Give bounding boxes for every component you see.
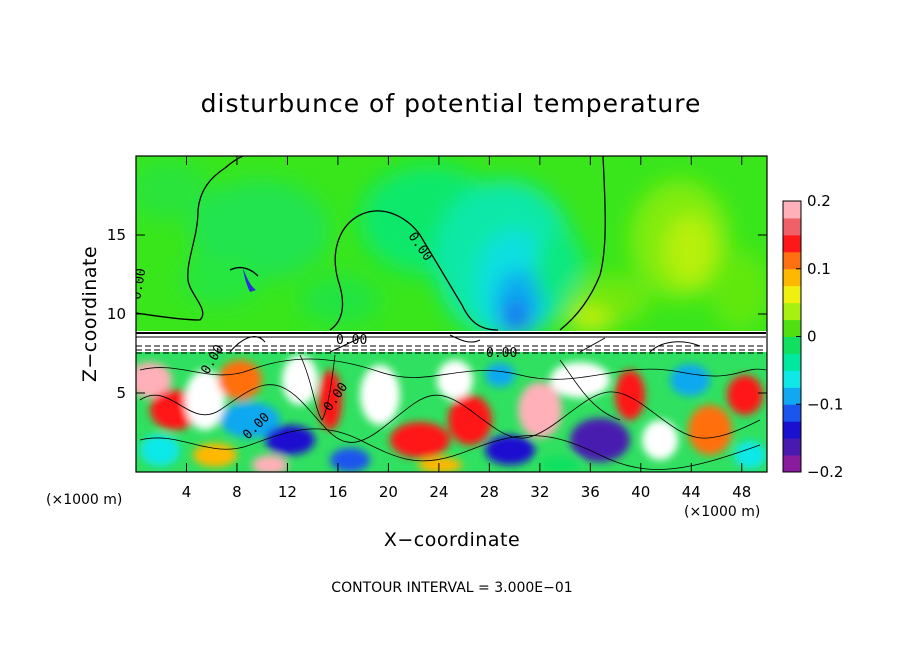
y-axis: 5 10 15	[107, 226, 767, 402]
colorbar-label: 0	[807, 328, 817, 346]
chart-title: disturbunce of potential temperature	[201, 89, 702, 118]
colorbar-swatch	[783, 217, 801, 236]
contour-label: 0.00	[486, 346, 517, 361]
lower-field	[136, 352, 767, 472]
colorbar-swatch	[783, 387, 801, 405]
colorbar-swatch	[783, 438, 801, 456]
blue-spike	[243, 268, 256, 292]
x-tick-label: 12	[278, 483, 297, 501]
y-tick-label: 5	[116, 384, 126, 402]
contour-interval: CONTOUR INTERVAL = 3.000E−01	[331, 580, 572, 596]
x-unit-left: (×1000 m)	[46, 492, 122, 508]
x-tick-label: 36	[581, 483, 600, 501]
colorbar-swatch	[783, 404, 801, 422]
x-tick-label: 28	[480, 483, 499, 501]
colorbar-swatch	[783, 302, 801, 321]
x-axis: 4 8 12 16 20 24 28 32 36 40 44 48	[182, 156, 751, 501]
x-tick-label: 32	[530, 483, 549, 501]
colorbar-swatch	[783, 421, 801, 439]
x-tick-label: 4	[182, 483, 192, 501]
y-axis-label: Z−coordinate	[79, 246, 101, 382]
x-tick-label: 44	[682, 483, 701, 501]
y-tick-label: 15	[107, 226, 126, 244]
colorbar-swatch	[783, 268, 801, 287]
x-unit-right: (×1000 m)	[684, 504, 760, 520]
upper-field	[136, 160, 767, 340]
colorbar-label: 0.1	[807, 260, 831, 278]
colorbar-swatch	[783, 455, 801, 473]
colorbar-swatch	[783, 285, 801, 304]
x-axis-label: X−coordinate	[384, 529, 520, 551]
colorbar-swatch	[783, 336, 801, 354]
x-tick-label: 20	[379, 483, 398, 501]
zero-contours	[136, 156, 606, 331]
colorbar-swatch	[783, 353, 801, 371]
colorbar: 0.2 0.1 0 −0.1 −0.2	[782, 192, 843, 481]
colorbar-swatch	[783, 201, 801, 219]
y-tick-label: 10	[107, 305, 126, 323]
x-tick-label: 8	[232, 483, 242, 501]
mid-band	[136, 331, 767, 354]
x-tick-label: 48	[732, 483, 751, 501]
colorbar-swatch	[783, 370, 801, 388]
colorbar-swatch	[783, 234, 801, 253]
colorbar-label: 0.2	[807, 192, 831, 210]
contour-label: 0.00	[336, 333, 367, 348]
x-tick-label: 24	[429, 483, 448, 501]
colorbar-label: −0.2	[807, 463, 843, 481]
plot-area: 0.00 0.00 0.00 0.00 0.00 0.00 0.00	[136, 156, 767, 472]
x-tick-label: 40	[631, 483, 650, 501]
x-tick-label: 16	[328, 483, 347, 501]
colorbar-swatch	[783, 319, 801, 337]
colorbar-swatch	[783, 251, 801, 270]
colorbar-label: −0.1	[807, 395, 843, 413]
